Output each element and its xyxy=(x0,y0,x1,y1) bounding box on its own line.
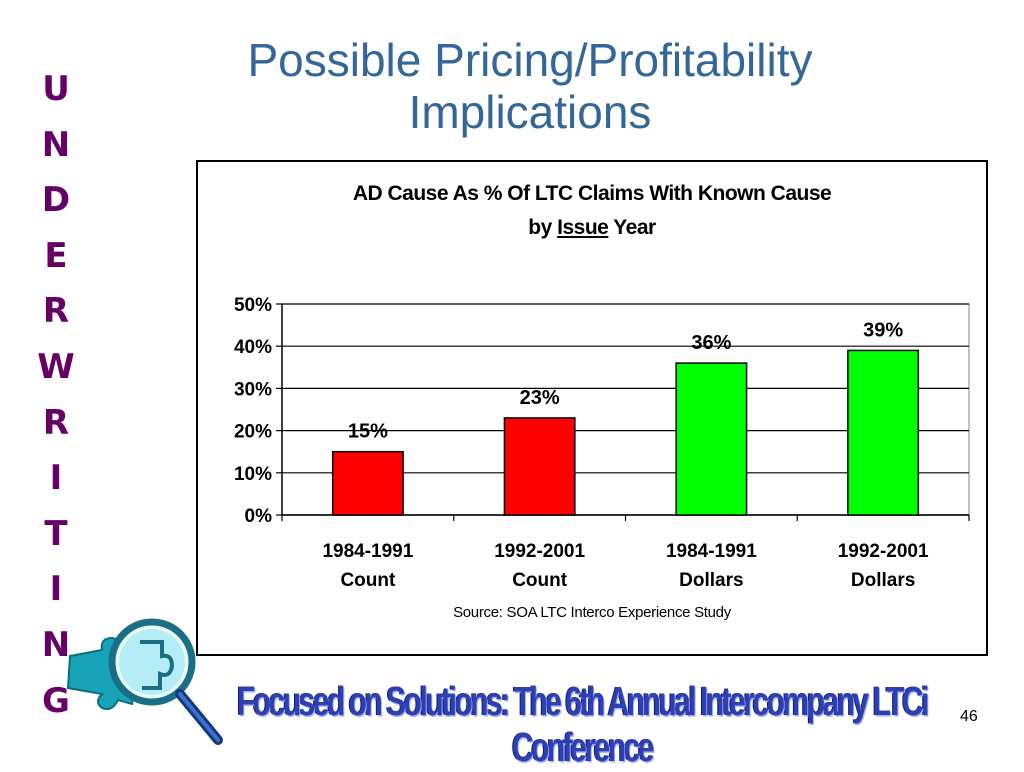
x-category-label: 1992-2001 xyxy=(838,541,929,562)
side-letter: T xyxy=(44,513,68,554)
page-number: 46 xyxy=(960,708,978,725)
bar xyxy=(675,362,748,516)
chart-subtitle-prefix: by xyxy=(528,216,558,239)
side-letter: N xyxy=(41,624,71,665)
side-letter: U xyxy=(42,69,70,109)
slide-title-line-2: Implications xyxy=(408,86,652,138)
x-category-label: Count xyxy=(340,570,396,591)
side-letter: D xyxy=(41,180,71,221)
y-tick-label: 10% xyxy=(234,464,272,485)
x-category-label: 1984-1991 xyxy=(666,541,757,562)
bar-chart: 0% 10% 20% 30% 40% 50% 15% 1984-1991 Count 23% 199… xyxy=(234,295,970,591)
side-letter: E xyxy=(44,235,68,276)
bar xyxy=(331,450,404,516)
magnifier-puzzle-logo-icon xyxy=(66,618,223,745)
chart-subtitle-emphasis: Issue xyxy=(557,216,609,239)
side-letter: N xyxy=(41,124,71,165)
side-letter: W xyxy=(37,346,75,387)
slide-title-line-1: Possible Pricing/Profitability xyxy=(247,34,813,86)
side-letter: I xyxy=(49,569,63,610)
side-letter: R xyxy=(42,291,70,332)
side-letter: R xyxy=(42,402,70,443)
chart-title: AD Cause As % Of LTC Claims With Known C… xyxy=(352,182,832,205)
x-category-label: 1992-2001 xyxy=(494,541,585,562)
slide-title: Possible Pricing/Profitability Implicati… xyxy=(150,34,910,138)
chart-panel: AD Cause As % Of LTC Claims With Known C… xyxy=(196,160,988,656)
y-tick-label: 50% xyxy=(234,295,272,316)
side-letter: G xyxy=(42,680,70,721)
side-letter: I xyxy=(49,458,63,499)
data-label: 36% xyxy=(691,332,731,354)
conference-footer: Focused on Solutions: The 6th Annual Int… xyxy=(236,680,930,771)
chart-source: Source: SOA LTC Interco Experience Study xyxy=(453,604,731,621)
y-tick-label: 0% xyxy=(245,506,273,527)
y-tick-label: 40% xyxy=(234,337,272,358)
underwriting-vertical-text: U N D E R W R I T I N G xyxy=(36,62,76,729)
bar xyxy=(503,417,576,516)
y-tick-label: 20% xyxy=(234,422,272,443)
x-category-label: 1984-1991 xyxy=(322,541,413,562)
data-label: 23% xyxy=(520,387,560,409)
data-label: 15% xyxy=(348,421,388,443)
x-category-label: Count xyxy=(512,570,568,591)
data-label: 39% xyxy=(863,319,903,341)
x-category-label: Dollars xyxy=(679,570,743,591)
chart-subtitle-suffix: Year xyxy=(608,216,656,239)
y-tick-label: 30% xyxy=(234,379,272,400)
chart-subtitle: by Issue Year xyxy=(198,216,986,240)
x-category-label: Dollars xyxy=(851,570,915,591)
bar xyxy=(847,349,920,516)
